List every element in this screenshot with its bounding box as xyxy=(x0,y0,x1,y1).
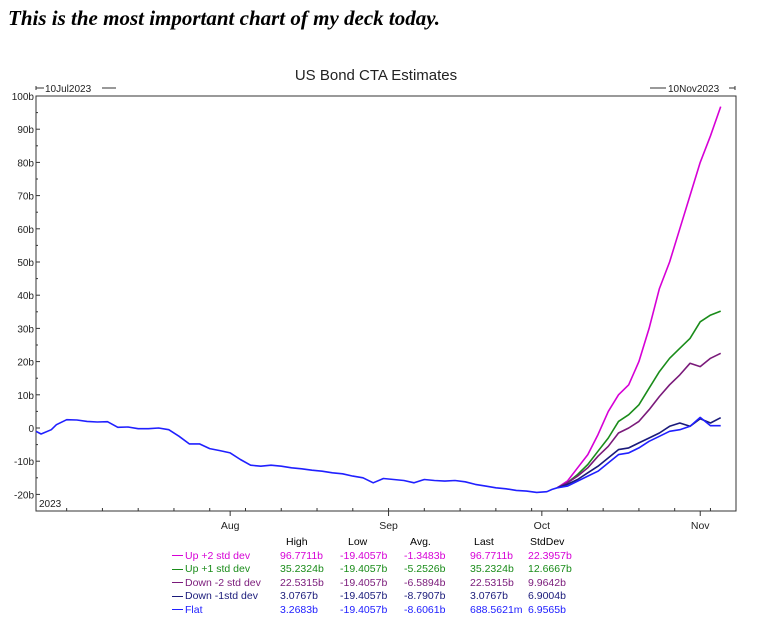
legend-label: Down -1std dev xyxy=(185,590,258,602)
x-tick-label: Oct xyxy=(534,520,550,532)
legend-label: Down -2 std dev xyxy=(185,576,261,589)
y-tick-label: 30b xyxy=(17,324,34,335)
stat-stddev: 9.9642b xyxy=(528,576,566,589)
y-tick-label: 90b xyxy=(17,125,34,136)
y-tick-label: 20b xyxy=(17,358,34,369)
y-tick-label: 10b xyxy=(17,391,34,402)
series-line-up-1-std-dev xyxy=(556,310,721,489)
header-avg: Avg. xyxy=(410,536,431,548)
stat-stddev: 22.3957b xyxy=(528,549,572,562)
legend-swatch xyxy=(172,609,183,611)
stat-avg: -5.2526b xyxy=(404,563,446,575)
stat-avg: -6.5894b xyxy=(404,576,446,589)
stat-last: 3.0767b xyxy=(470,590,508,602)
stat-avg: -8.6061b xyxy=(404,603,446,616)
stat-low: -19.4057b xyxy=(340,603,388,616)
series-line-flat xyxy=(557,416,721,489)
series-line-down-2-std-dev xyxy=(556,352,722,489)
stat-low: -19.4057b xyxy=(340,549,388,562)
legend-swatch xyxy=(172,568,183,570)
series-line-up-2-std-dev xyxy=(556,106,722,489)
stat-last: 35.2324b xyxy=(470,563,514,575)
header-high: High xyxy=(286,536,308,548)
stat-high: 22.5315b xyxy=(280,576,324,589)
chart-title: US Bond CTA Estimates xyxy=(295,67,457,84)
series-line-down-1std-dev xyxy=(556,416,722,489)
y-tick-label: 80b xyxy=(17,158,34,169)
stat-high: 35.2324b xyxy=(280,563,324,575)
stat-last: 22.5315b xyxy=(470,576,514,589)
headline: This is the most important chart of my d… xyxy=(8,6,441,30)
stat-low: -19.4057b xyxy=(340,563,388,575)
stat-avg: -8.7907b xyxy=(404,590,446,602)
y-tick-label: -20b xyxy=(14,490,34,501)
legend-swatch xyxy=(172,555,183,557)
header-last: Last xyxy=(474,536,494,548)
legend-name: Down -2 std dev xyxy=(172,577,261,589)
stat-last: 688.5621m xyxy=(470,603,523,616)
header-low: Low xyxy=(348,536,368,548)
header-stddev: StdDev xyxy=(530,536,565,548)
legend-name: Up +1 std dev xyxy=(172,563,250,575)
y-tick-label: 100b xyxy=(12,92,35,103)
y-tick-label: -10b xyxy=(14,457,34,468)
stat-high: 3.2683b xyxy=(280,603,318,616)
stat-stddev: 12.6667b xyxy=(528,563,572,575)
stat-low: -19.4057b xyxy=(340,576,388,589)
y-tick-label: 40b xyxy=(17,291,34,302)
legend-label: Up +1 std dev xyxy=(185,563,251,575)
legend-name: Up +2 std dev xyxy=(172,550,250,562)
series-line-common-history xyxy=(35,418,558,494)
range-end-label: 10Nov2023 xyxy=(668,84,720,95)
legend-name: Flat xyxy=(172,604,203,616)
stat-last: 96.7711b xyxy=(470,549,514,562)
stat-high: 3.0767b xyxy=(280,590,318,602)
legend-name: Down -1std dev xyxy=(172,590,258,602)
plot-frame xyxy=(35,95,737,512)
legend-label: Flat xyxy=(185,603,203,616)
y-tick-label: 50b xyxy=(17,258,34,269)
x-tick-label: Sep xyxy=(379,520,398,532)
stat-high: 96.7711b xyxy=(280,549,324,562)
range-start-label: 10Jul2023 xyxy=(45,84,92,95)
y-tick-label: 60b xyxy=(17,225,34,236)
y-tick-label: 0 xyxy=(28,424,34,435)
x-tick-label: Aug xyxy=(221,520,240,532)
stat-avg: -1.3483b xyxy=(404,549,446,562)
stat-stddev: 6.9004b xyxy=(528,590,566,602)
legend-label: Up +2 std dev xyxy=(185,549,251,562)
legend-swatch xyxy=(172,595,183,597)
x-tick-label: Nov xyxy=(691,520,710,532)
stat-low: -19.4057b xyxy=(340,590,388,602)
year-label: 2023 xyxy=(39,499,62,510)
legend-swatch xyxy=(172,582,183,584)
y-tick-label: 70b xyxy=(17,192,34,203)
stat-stddev: 6.9565b xyxy=(528,603,566,616)
